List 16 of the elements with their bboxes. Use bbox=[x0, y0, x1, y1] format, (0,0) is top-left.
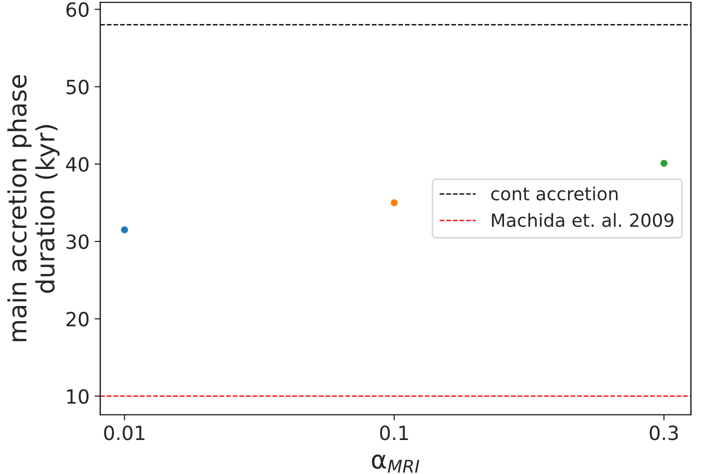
y-tick-label: 50 bbox=[66, 80, 89, 94]
x-tick-label: 0.3 bbox=[650, 426, 678, 440]
x-tick-label: 0.01 bbox=[104, 426, 144, 440]
legend-label: Machida et. al. 2009 bbox=[492, 213, 674, 228]
y-axis-title: main accretion phase duration (kyr) bbox=[7, 75, 60, 342]
y-tick-label: 30 bbox=[66, 234, 89, 250]
x-axis-title: α$_{MRI}$ bbox=[372, 454, 420, 473]
y-tick-label: 60 bbox=[66, 2, 89, 17]
y-tick-label: 10 bbox=[67, 389, 89, 404]
y-tick-label: 40 bbox=[66, 157, 89, 172]
legend-label: cont accretion bbox=[491, 186, 618, 201]
point bbox=[121, 226, 128, 234]
y-tick-label: 20 bbox=[66, 312, 89, 326]
point bbox=[660, 160, 668, 167]
point bbox=[390, 199, 398, 206]
x-tick-label: 0.1 bbox=[380, 426, 408, 440]
